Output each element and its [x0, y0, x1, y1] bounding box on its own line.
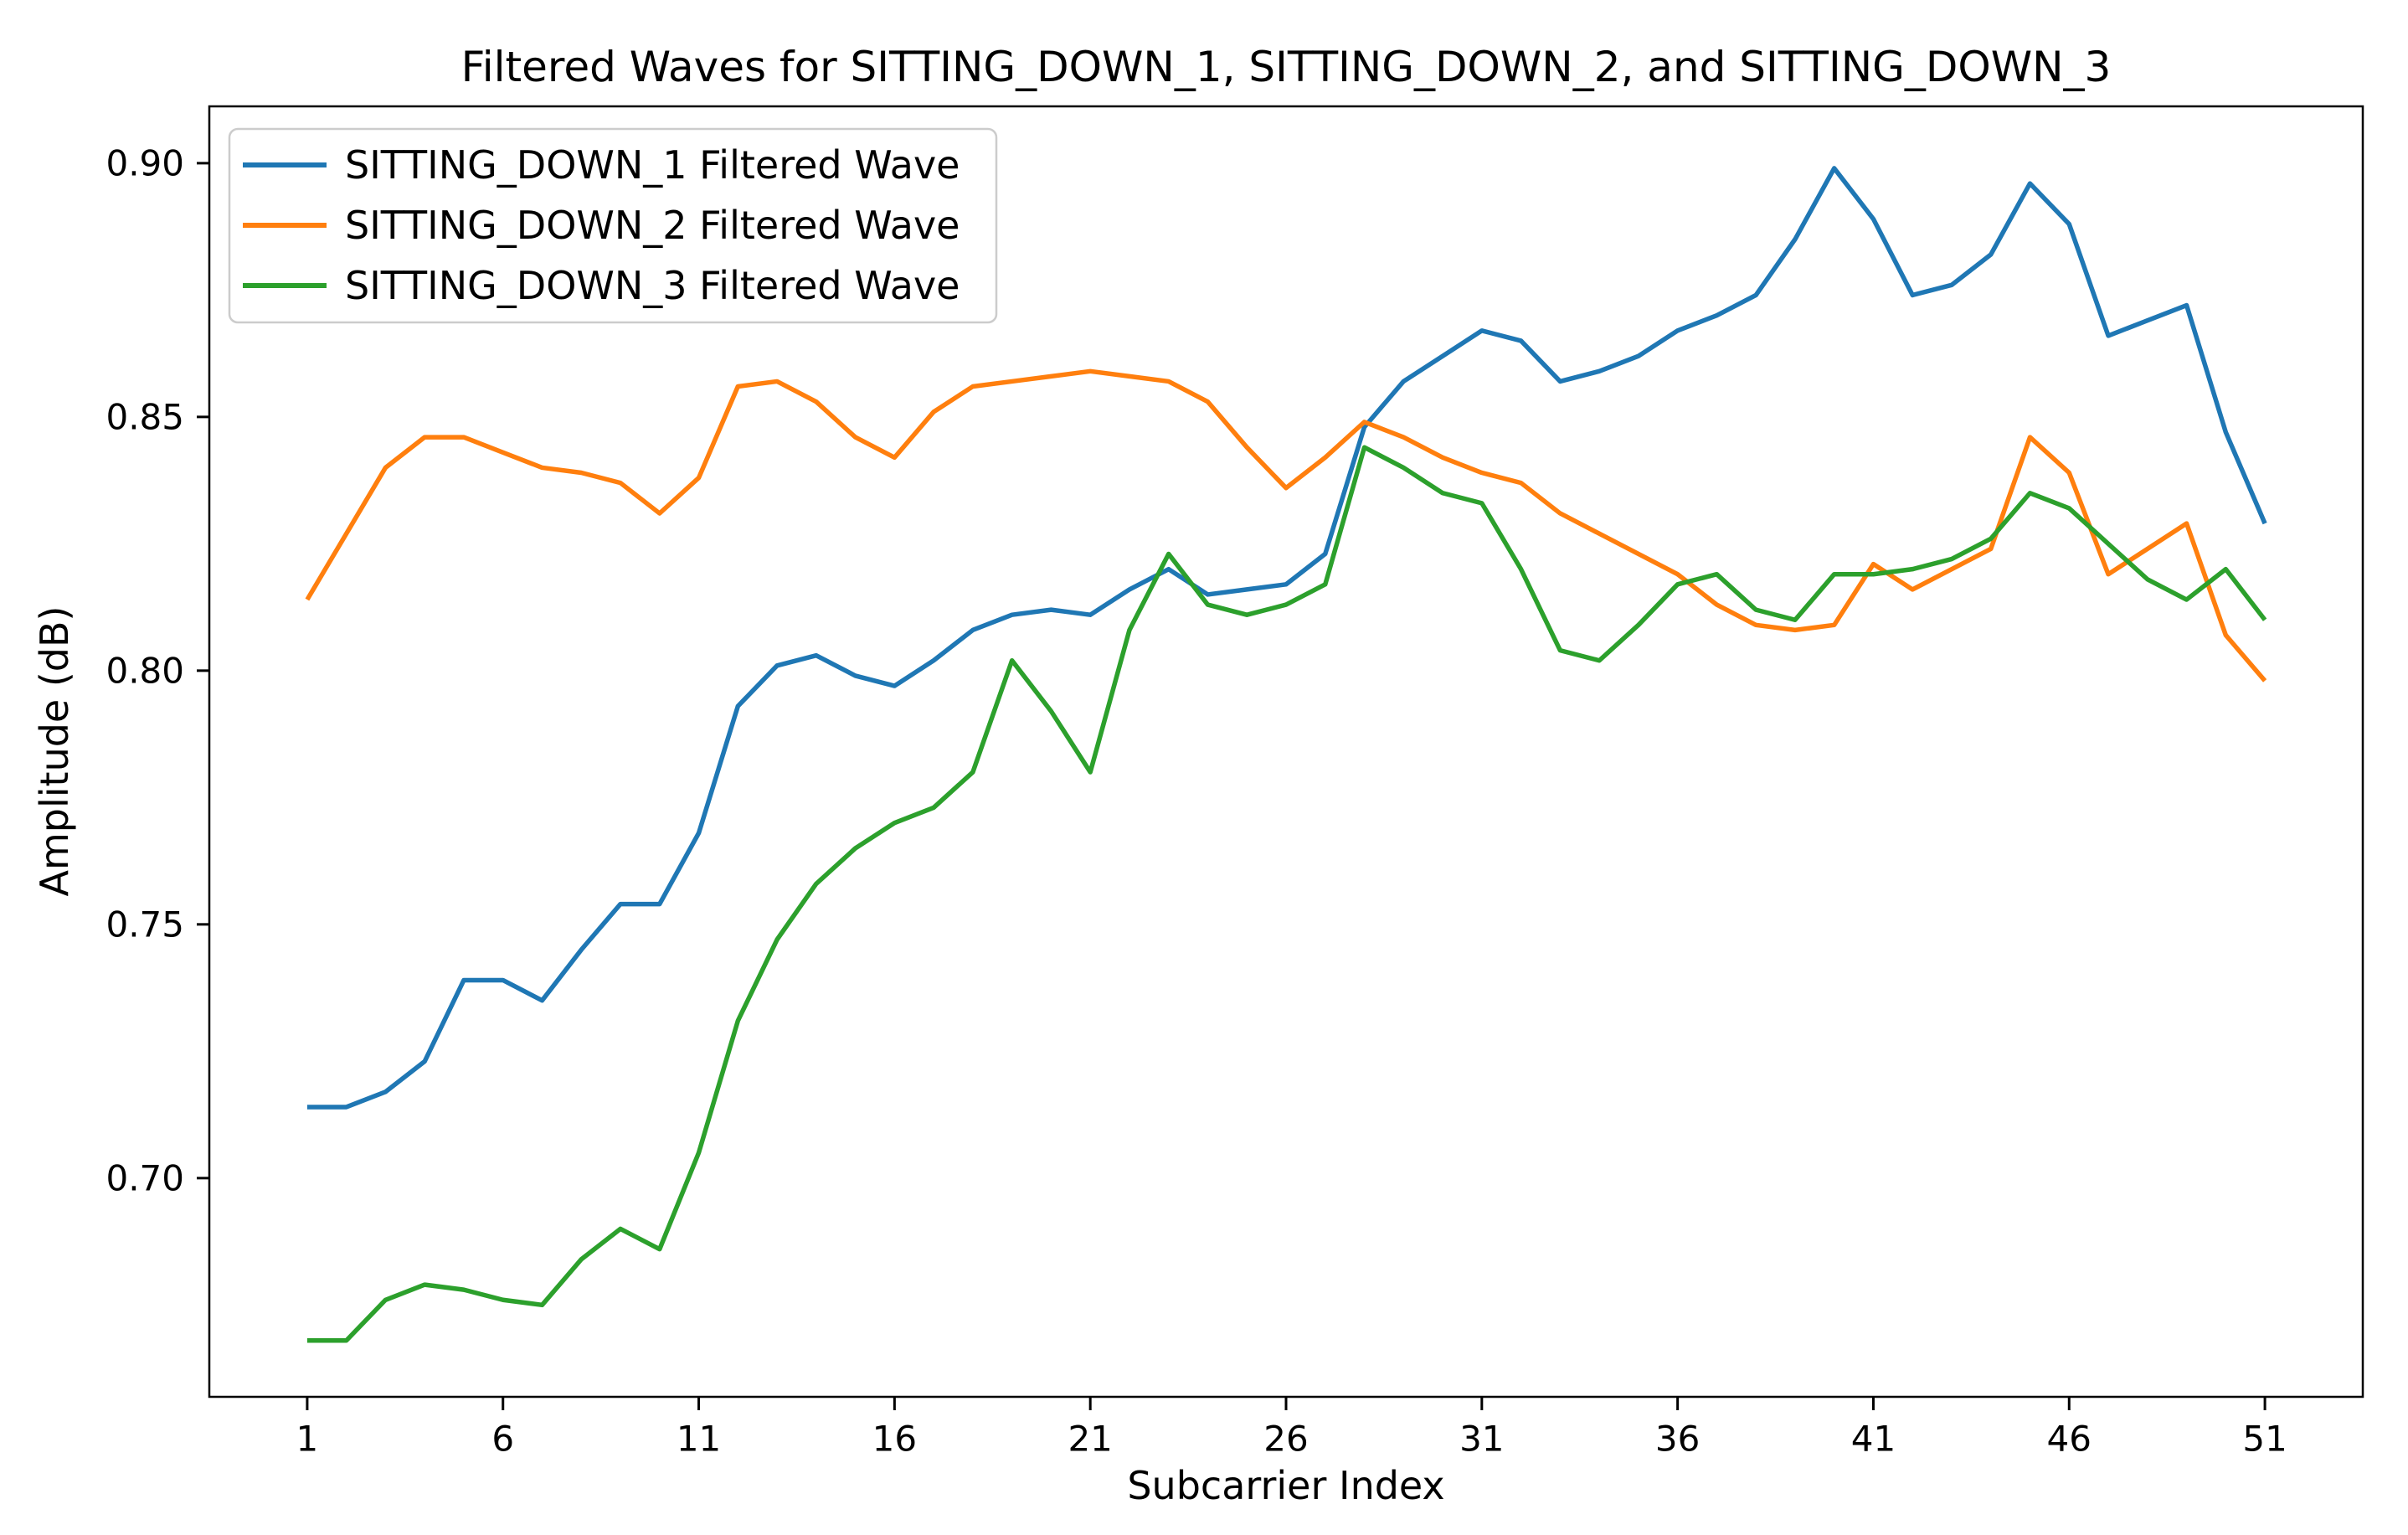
x-tick-label: 31: [1459, 1419, 1504, 1460]
series-line-SITTING_DOWN_2: [305, 368, 2267, 683]
series-lines: [305, 166, 2267, 1343]
legend-item: SITTING_DOWN_2 Filtered Wave: [243, 203, 960, 248]
y-tick-label: 0.85: [105, 396, 184, 437]
x-tick-label: 36: [1655, 1419, 1700, 1460]
y-tick-label: 0.70: [105, 1157, 184, 1198]
legend-item: SITTING_DOWN_3 Filtered Wave: [243, 263, 960, 308]
legend-item: SITTING_DOWN_1 Filtered Wave: [243, 142, 960, 188]
x-axis-label: Subcarrier Index: [1127, 1463, 1444, 1508]
x-tick-label: 26: [1263, 1419, 1308, 1460]
y-tick-label: 0.75: [105, 904, 184, 945]
x-tick-label: 11: [677, 1419, 721, 1460]
x-tick-label: 51: [2242, 1419, 2287, 1460]
y-axis-label: Amplitude (dB): [32, 606, 77, 897]
series-line-SITTING_DOWN_3: [306, 445, 2267, 1343]
legend-label-2: SITTING_DOWN_2 Filtered Wave: [345, 203, 960, 248]
x-tick-label: 21: [1068, 1419, 1112, 1460]
x-tick-label: 1: [296, 1419, 319, 1460]
x-tick-label: 46: [2047, 1419, 2092, 1460]
series-line-SITTING_DOWN_1: [306, 166, 2267, 1110]
legend-box: [228, 127, 998, 324]
x-tick-label: 41: [1851, 1419, 1896, 1460]
legend-label-1: SITTING_DOWN_1 Filtered Wave: [345, 142, 960, 188]
y-tick-label: 0.90: [105, 142, 184, 183]
x-tick-label: 16: [872, 1419, 917, 1460]
x-tick-label: 6: [491, 1419, 514, 1460]
y-axis-ticks: 0.70 0.75 0.80 0.85 0.90: [105, 142, 209, 1198]
y-tick-label: 0.80: [105, 650, 184, 691]
chart-title: Filtered Waves for SITTING_DOWN_1, SITTI…: [461, 43, 2112, 91]
x-axis-ticks: 1 6 11 16 21 26 31 36 41 46 51: [296, 1397, 2287, 1460]
legend-label-3: SITTING_DOWN_3 Filtered Wave: [345, 263, 960, 308]
legend: SITTING_DOWN_1 Filtered Wave SITTING_DOW…: [228, 127, 998, 324]
